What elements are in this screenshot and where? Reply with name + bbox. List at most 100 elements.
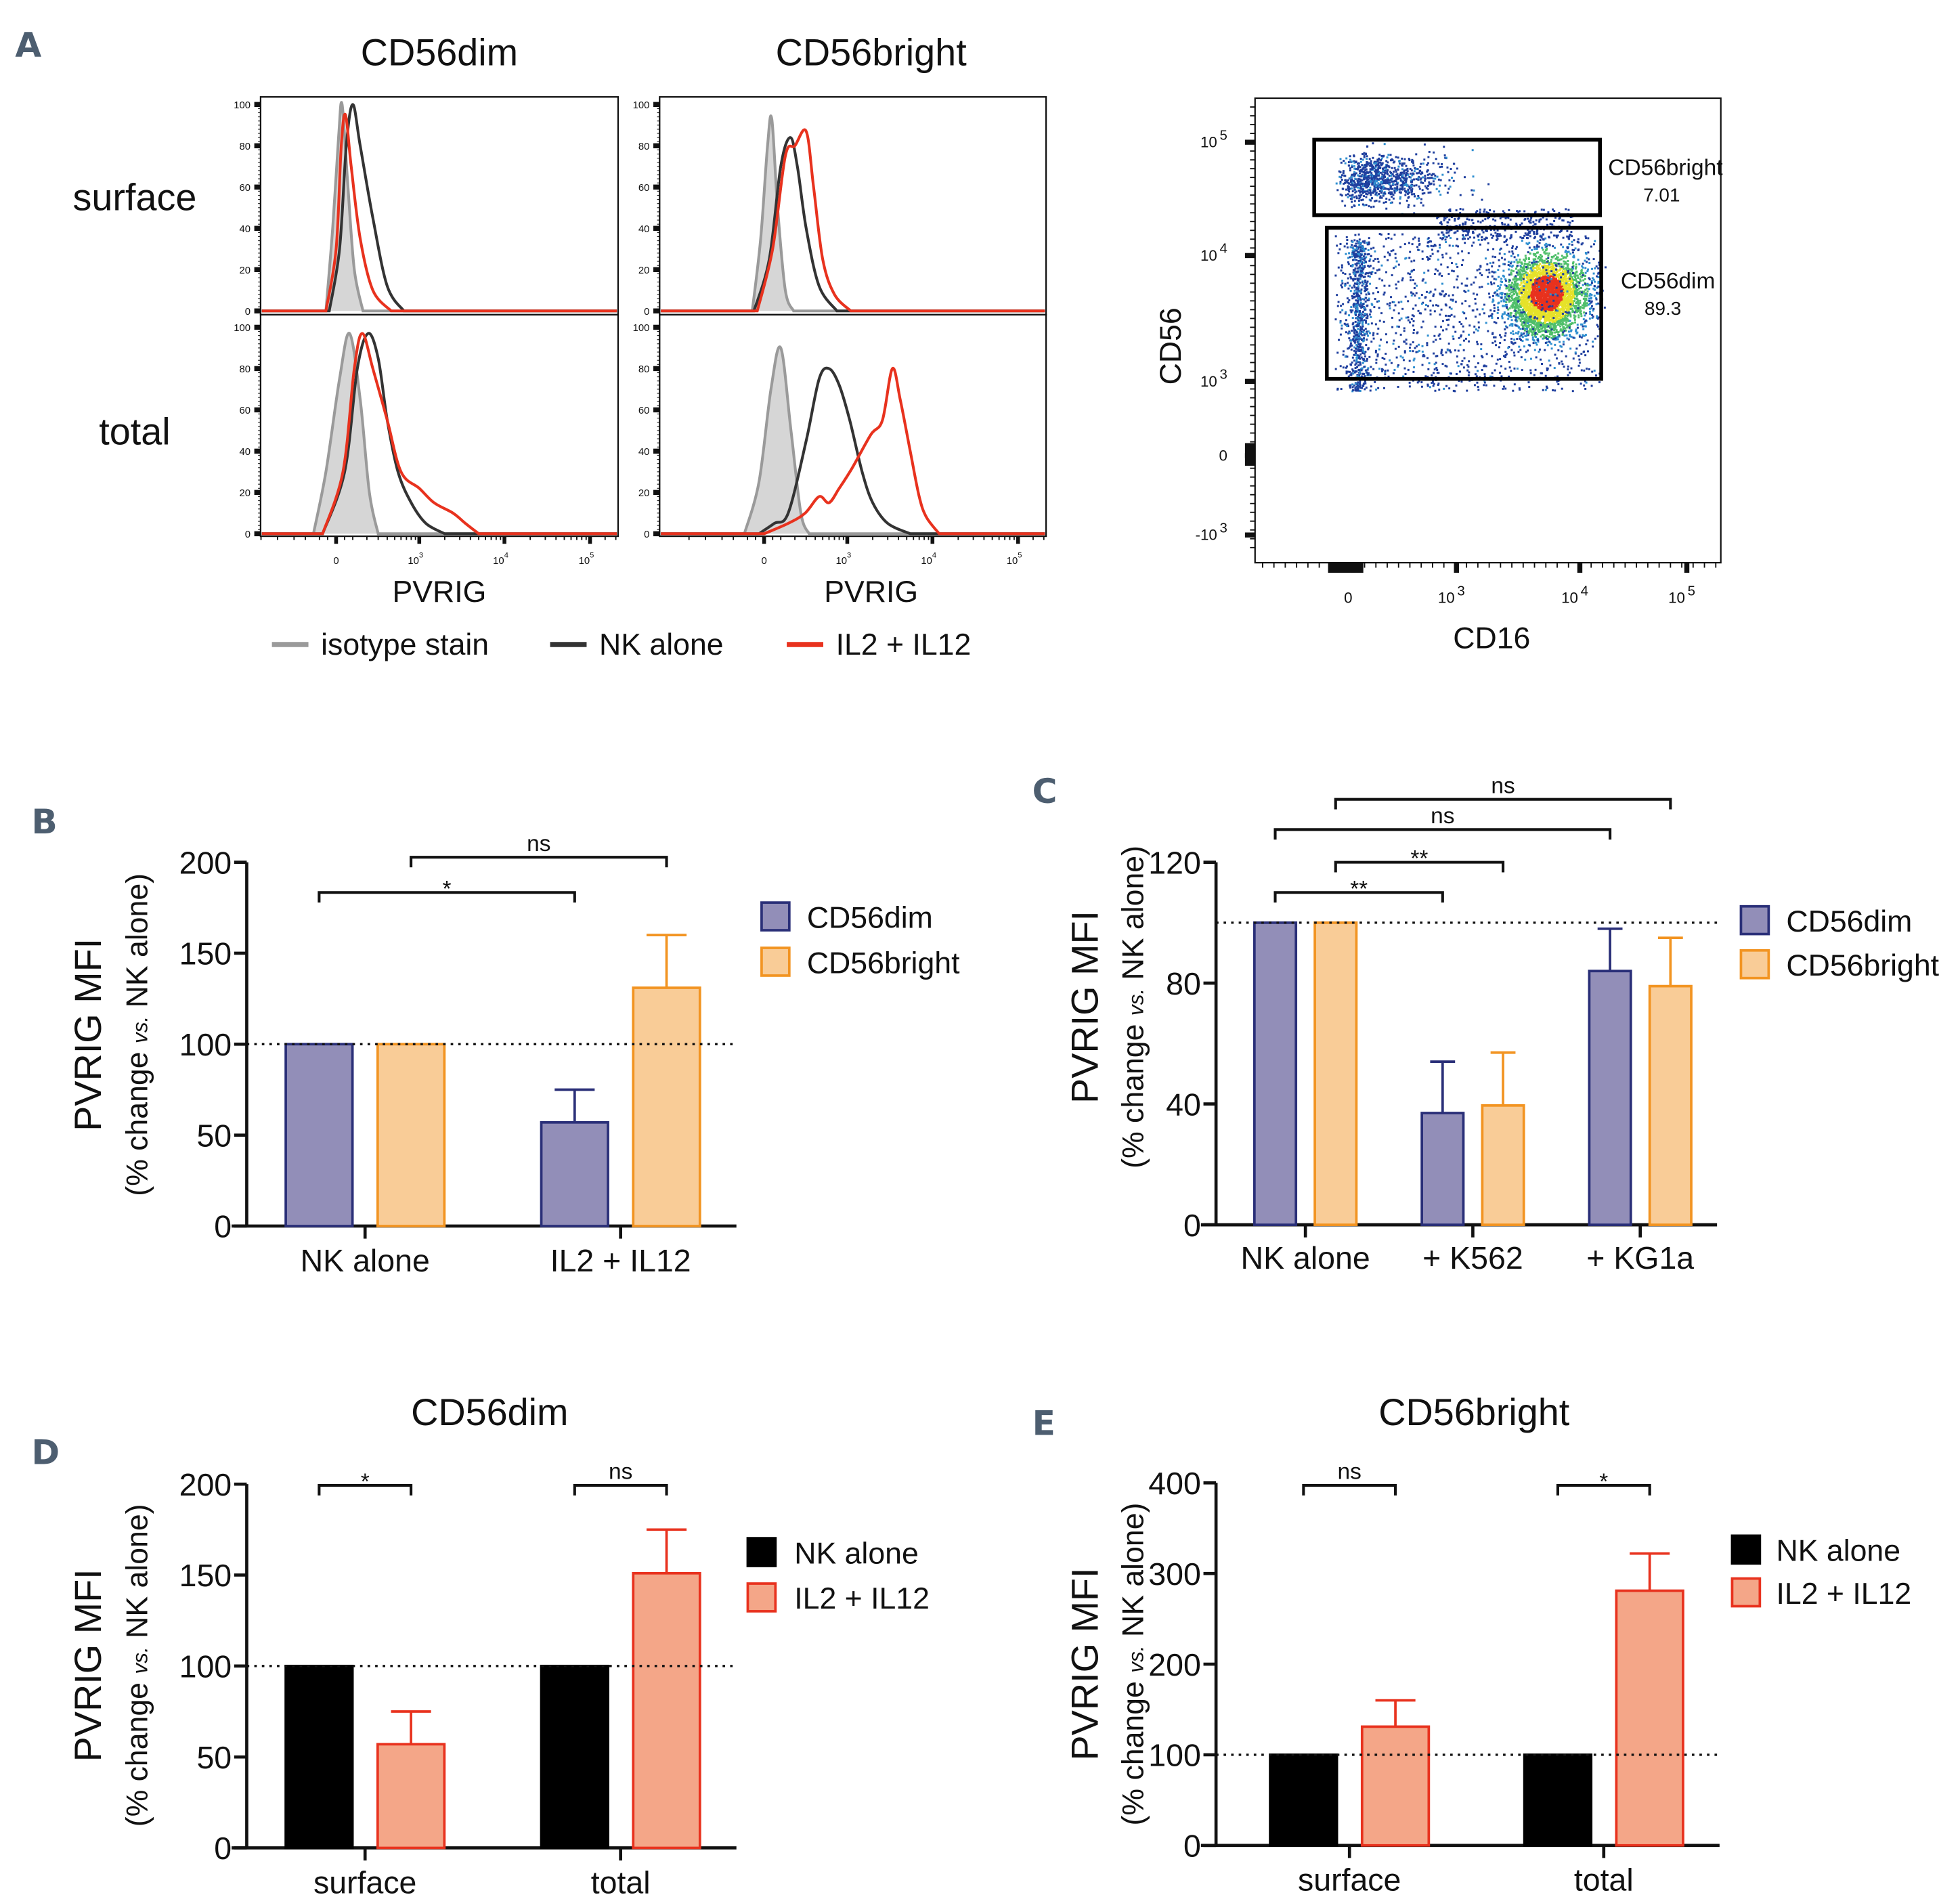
x-tick: [930, 536, 935, 544]
y-tick-label: 40: [239, 224, 251, 235]
x-tick: [762, 536, 766, 544]
bar-cd56dim: [1588, 969, 1632, 1226]
panel-label-c: C: [1032, 771, 1058, 811]
significance-bracket: [1302, 1483, 1397, 1496]
legend-label-nk-alone: NK alone: [599, 628, 724, 661]
histogram-curve-isotype-stain: [661, 345, 1045, 536]
gate-cd56dim[interactable]: [1324, 225, 1603, 381]
y-tick-label: 200: [179, 1467, 232, 1502]
x-tick: [1454, 563, 1459, 573]
y-tick: [653, 225, 660, 231]
significance-bracket: [1334, 798, 1672, 810]
histogram-fill-isotype: [752, 116, 794, 311]
gate-percent-cd56dim: 89.3: [1645, 298, 1681, 319]
y-tick: [254, 102, 261, 108]
y-tick: [254, 489, 261, 496]
x-tick: [845, 536, 850, 544]
legend-swatch-cd56dim: [1739, 904, 1770, 936]
y-tick-label: 20: [638, 265, 650, 276]
y-axis-label: PVRIG MFI: [1064, 911, 1106, 1104]
bar-il2-il12: [1615, 1589, 1684, 1847]
histogram-frame: [659, 96, 1047, 315]
flow-events: [1334, 142, 1607, 393]
legend-label: NK alone: [794, 1537, 919, 1570]
gate-cd56bright[interactable]: [1312, 137, 1603, 217]
y-tick-label: 120: [1148, 845, 1201, 880]
legend-label: NK alone: [1777, 1535, 1901, 1568]
y-tick: [653, 324, 660, 330]
legend-label-il2-il12: IL2 + IL12: [836, 628, 972, 661]
y-tick-label: 60: [239, 183, 251, 194]
significance-bracket: [318, 1483, 413, 1496]
y-tick-label: 0: [245, 307, 251, 318]
y-tick-label: 300: [1148, 1556, 1201, 1592]
significance-label: **: [1410, 846, 1428, 871]
bar-cd56bright: [1313, 921, 1358, 1226]
y-tick-label: 0: [644, 307, 649, 318]
significance-label: ns: [1491, 773, 1515, 798]
legend-swatch-cd56bright: [1739, 948, 1770, 980]
y-tick: [254, 366, 261, 372]
row-label-total: total: [99, 410, 170, 452]
legend-swatch-cd56bright: [760, 946, 791, 977]
bar-nk-alone: [1523, 1753, 1593, 1847]
histogram-frame: [259, 313, 619, 538]
y-tick: [653, 407, 660, 413]
y-tick: [653, 102, 660, 108]
legend-label: CD56dim: [807, 901, 933, 934]
histogram-curve-il2-il12: [261, 332, 617, 536]
y-tick-label: 40: [1166, 1087, 1201, 1122]
x-tick-label: 104: [921, 552, 936, 567]
y-tick-label: 100: [633, 100, 650, 111]
y-tick-label: 150: [179, 1558, 232, 1593]
y-tick-label: 400: [1148, 1466, 1201, 1501]
histogram-frame: [259, 96, 619, 315]
x-tick: [1016, 536, 1020, 544]
y-axis-label: PVRIG MFI: [67, 938, 109, 1131]
y-tick-label: 80: [239, 364, 251, 375]
bar-cd56bright: [1481, 1104, 1525, 1226]
panel-b-bar-chart: B 0 50 100 150 200 NK alone IL2 + IL12 PVRIG MFI…: [32, 802, 961, 1278]
y-tick: [653, 184, 660, 190]
row-label-surface: surface: [73, 177, 197, 219]
legend-label-isotype: isotype stain: [321, 628, 489, 661]
y-tick-label: 0: [245, 529, 251, 540]
flow-plot-frame: [1254, 97, 1722, 564]
chart-title: CD56bright: [1378, 1391, 1570, 1433]
bar-nk-alone: [1269, 1753, 1338, 1847]
y-tick: [254, 308, 261, 313]
y-tick: [653, 267, 660, 272]
legend-swatch-nk-alone: [1730, 1534, 1762, 1565]
histogram-frame: [659, 313, 1047, 538]
y-tick: [653, 143, 660, 149]
significance-label: ns: [527, 831, 550, 856]
y-tick: [254, 324, 261, 330]
histogram-curve-nk-alone: [261, 103, 617, 313]
histogram-cd56dim-surface: 0 20 40 60 80 100: [234, 96, 619, 318]
y-tick: [653, 531, 660, 537]
significance-bracket: [318, 891, 576, 903]
y-tick-label: 100: [179, 1649, 232, 1684]
y-tick: [1244, 253, 1255, 259]
y-tick-label: 200: [179, 845, 232, 880]
y-axis-sublabel: (% change vs. NK alone): [1116, 1503, 1150, 1826]
gate-percent-cd56bright: 7.01: [1643, 184, 1680, 205]
category-label: NK alone: [1241, 1240, 1370, 1275]
bar-il2-il12: [632, 1571, 701, 1850]
category-label: total: [1574, 1862, 1634, 1897]
bar-cd56bright: [376, 1043, 446, 1227]
y-tick: [254, 407, 261, 413]
x-tick-label: 103: [408, 552, 423, 567]
y-tick-label: 50: [196, 1740, 232, 1775]
y-tick: [254, 448, 261, 454]
significance-label: ns: [1338, 1460, 1362, 1485]
panel-c-bar-chart: C 0 40 80 120 NK alone + K562 + KG1a PVRIG MFI (%…: [1032, 771, 1940, 1275]
histogram-curve-il2-il12: [661, 128, 1045, 313]
significance-label: ns: [1431, 804, 1454, 829]
panel-label-b: B: [32, 802, 58, 842]
y-tick-label: 100: [234, 323, 251, 334]
